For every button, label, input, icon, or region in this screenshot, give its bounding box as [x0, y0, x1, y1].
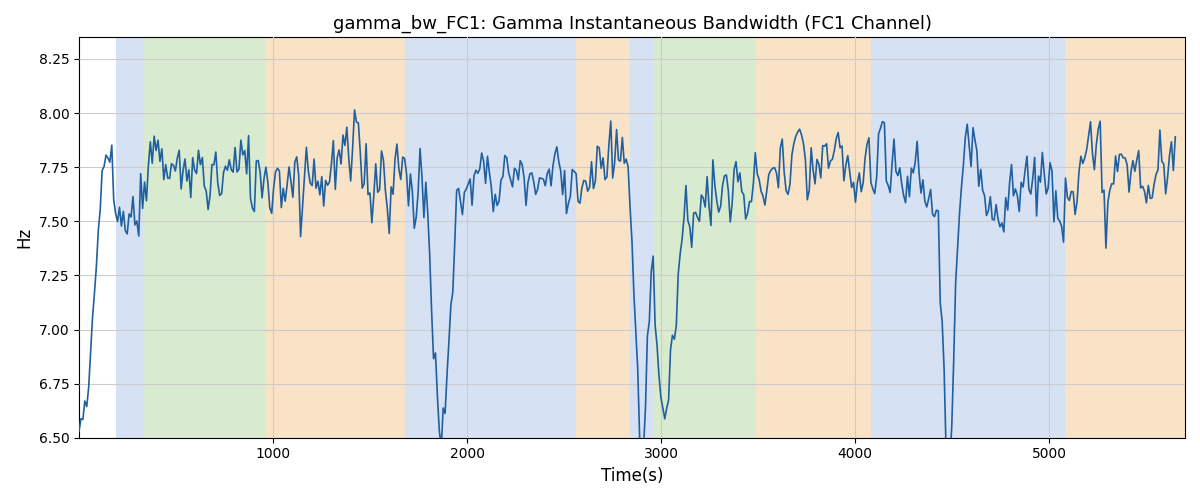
Bar — [871, 38, 958, 438]
Bar — [756, 38, 871, 438]
X-axis label: Time(s): Time(s) — [601, 467, 664, 485]
Bar — [958, 38, 1020, 438]
Bar — [1020, 38, 1064, 438]
Bar — [653, 38, 756, 438]
Bar — [1064, 38, 1184, 438]
Bar — [576, 38, 630, 438]
Bar — [630, 38, 653, 438]
Bar — [265, 38, 404, 438]
Y-axis label: Hz: Hz — [14, 227, 32, 248]
Bar — [404, 38, 576, 438]
Bar — [116, 38, 143, 438]
Bar — [143, 38, 265, 438]
Title: gamma_bw_FC1: Gamma Instantaneous Bandwidth (FC1 Channel): gamma_bw_FC1: Gamma Instantaneous Bandwi… — [332, 15, 931, 34]
